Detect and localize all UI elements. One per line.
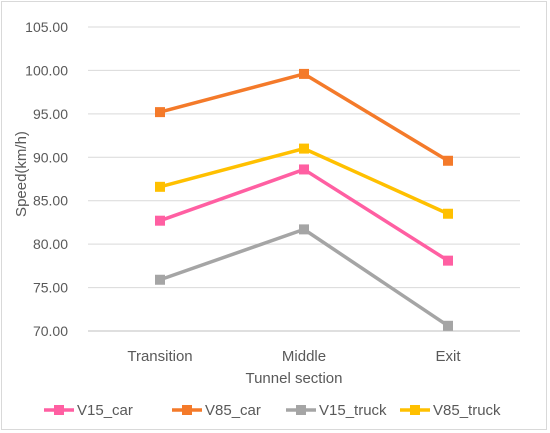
series-v85-car <box>155 68 453 166</box>
y-tick-label: 90.00 <box>33 149 68 165</box>
y-tick-label: 105.00 <box>25 19 68 35</box>
legend-item: V85_car <box>172 402 261 419</box>
y-tick-label: 80.00 <box>33 236 68 252</box>
data-point <box>443 208 453 219</box>
data-point <box>299 164 309 175</box>
data-point <box>443 320 453 331</box>
legend-item: V85_truck <box>400 402 501 419</box>
data-point <box>443 255 453 266</box>
legend-label: V15_car <box>77 402 133 419</box>
data-point <box>299 143 309 154</box>
legend-label: V85_truck <box>433 402 501 419</box>
series-v85-truck <box>155 143 453 219</box>
legend-marker-swatch <box>54 405 64 415</box>
x-axis-tick-labels: Transition Middle Exit <box>127 348 461 365</box>
y-tick-label: 75.00 <box>33 280 68 296</box>
data-point <box>443 155 453 166</box>
series-v15-car <box>155 164 453 266</box>
data-point <box>155 274 165 285</box>
y-tick-label: 85.00 <box>33 193 68 209</box>
x-tick-label: Exit <box>435 348 461 365</box>
series-lines <box>155 68 453 331</box>
data-point <box>155 107 165 118</box>
y-tick-label: 100.00 <box>25 62 68 78</box>
y-axis-tick-labels: 70.00 75.00 80.00 85.00 90.00 95.00 100.00 105.… <box>25 19 68 339</box>
legend-marker-swatch <box>296 405 306 415</box>
x-tick-label: Middle <box>282 348 326 365</box>
x-tick-label: Transition <box>127 348 192 365</box>
y-axis-title: Speed(km/h) <box>13 131 30 217</box>
series-v15-truck <box>155 224 453 331</box>
data-point <box>155 215 165 226</box>
series-line <box>159 167 449 263</box>
data-point <box>299 68 309 79</box>
y-tick-label: 95.00 <box>33 106 68 122</box>
y-tick-label: 70.00 <box>33 323 68 339</box>
legend-item: V15_truck <box>286 402 387 419</box>
legend-marker-swatch <box>410 405 420 415</box>
data-point <box>155 181 165 192</box>
legend-item: V15_car <box>44 402 133 419</box>
x-axis-title: Tunnel section <box>245 370 342 387</box>
data-point <box>299 224 309 235</box>
legend-marker-swatch <box>182 405 192 415</box>
gridlines <box>88 26 520 332</box>
legend-label: V85_car <box>205 402 261 419</box>
legend: V15_car V85_car V15_truck V85_truck <box>44 402 501 419</box>
legend-label: V15_truck <box>319 402 387 419</box>
